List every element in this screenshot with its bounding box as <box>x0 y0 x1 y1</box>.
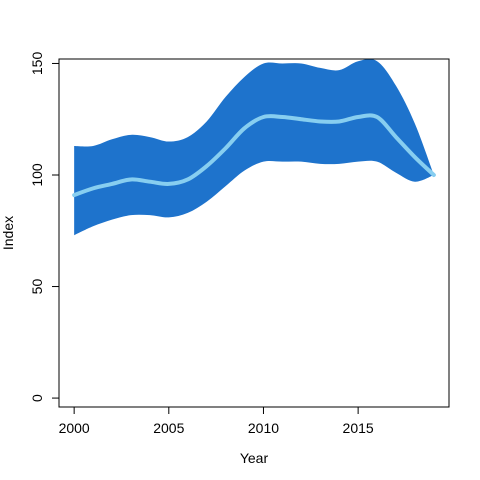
y-tick-label: 50 <box>29 279 45 295</box>
x-tick-label: 2005 <box>153 420 184 436</box>
confidence-band <box>74 59 434 236</box>
center-line <box>72 113 436 198</box>
y-tick-label: 0 <box>29 394 45 402</box>
y-axis-label: Index <box>0 216 16 250</box>
axes: 2000 2005 2010 2015 0 50 100 150 <box>29 52 450 436</box>
plot-area <box>72 59 436 236</box>
x-axis-label: Year <box>240 450 269 466</box>
x-tick-label: 2010 <box>248 420 279 436</box>
y-tick-label: 150 <box>29 52 45 76</box>
x-tick-label: 2015 <box>343 420 374 436</box>
y-tick-label: 100 <box>29 163 45 187</box>
x-tick-label: 2000 <box>59 420 90 436</box>
